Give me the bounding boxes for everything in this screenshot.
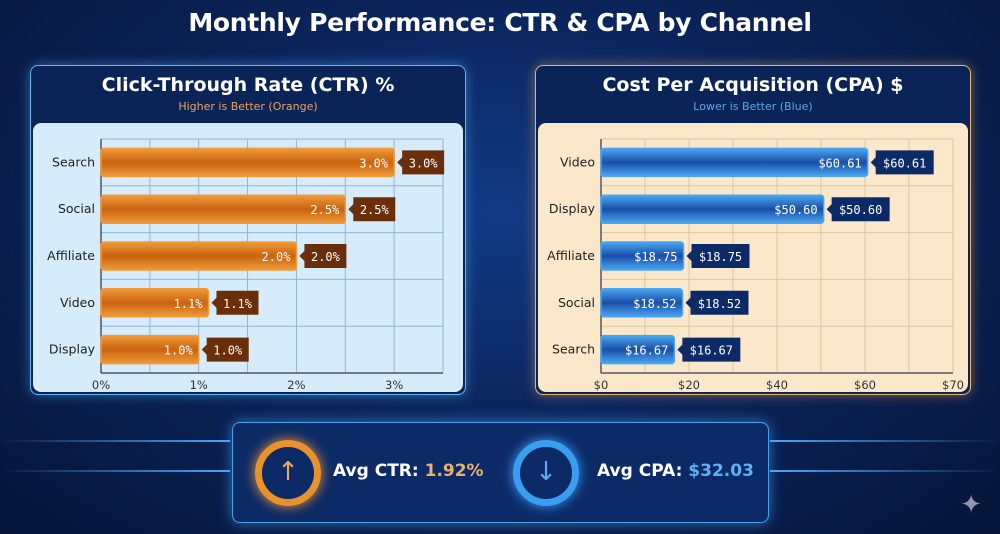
cpa-plot-area: Video $60.61 $60.61 Display $50.60 $50.60 Affi… — [538, 123, 968, 392]
cpa-panel: Cost Per Acquisition (CPA) $ Lower is Be… — [535, 65, 971, 395]
ctr-ring: ↑ — [255, 440, 321, 506]
bar-inner-label: $16.67 — [625, 344, 668, 358]
data-label: 2.0% — [311, 250, 341, 264]
page-title: Monthly Performance: CTR & CPA by Channe… — [188, 8, 812, 37]
ctr-plot-area: Search 3.0% 3.0% Social 2.5% 2.5% Affiliate 2.0… — [33, 123, 463, 392]
cpa-chart: Video $60.61 $60.61 Display $50.60 $50.60 Affi… — [547, 138, 964, 392]
circuit-line — [0, 440, 230, 442]
data-label-callout — [686, 244, 750, 268]
bar — [600, 147, 869, 178]
x-tick-label: $70 — [942, 378, 964, 392]
ctr-chart: Search 3.0% 3.0% Social 2.5% 2.5% Affiliate 2.0… — [47, 138, 445, 392]
x-tick-label: 3% — [385, 378, 403, 392]
x-tick-label: 2% — [287, 378, 305, 392]
cpa-chart-subtitle: Lower is Better (Blue) — [693, 100, 813, 113]
cpa-ring: ↓ — [513, 440, 579, 506]
data-label: 2.5% — [360, 203, 390, 217]
cpa-chart-title: Cost Per Acquisition (CPA) $ — [602, 74, 904, 96]
bar — [100, 241, 298, 271]
bar — [100, 288, 210, 318]
bar-inner-label: $60.61 — [818, 156, 861, 170]
data-label: $18.52 — [698, 297, 741, 311]
sparkle-icon: ✦ — [960, 490, 982, 520]
bar-inner-label: $18.52 — [633, 297, 676, 311]
category-label: Search — [52, 154, 95, 169]
bar — [600, 241, 685, 271]
category-label: Search — [552, 342, 595, 357]
category-label: Video — [560, 154, 595, 169]
arrow-up-icon: ↑ — [277, 457, 299, 487]
avg-cpa-value: $32.03 — [688, 461, 754, 481]
x-tick-label: $40 — [766, 378, 788, 392]
data-label-callout — [677, 337, 741, 362]
ctr-panel: Click-Through Rate (CTR) % Higher is Bet… — [30, 65, 466, 395]
summary-box: ↑ Avg CTR: 1.92% ↓ Avg CPA: $32.03 — [232, 422, 769, 523]
circuit-line — [770, 470, 1000, 472]
avg-ctr: Avg CTR: 1.92% — [333, 461, 484, 481]
data-label: $50.60 — [839, 203, 882, 217]
data-label-callout — [397, 150, 445, 175]
bar-inner-label: $50.60 — [774, 203, 817, 217]
data-label: 1.1% — [223, 297, 253, 311]
data-label-callout — [201, 337, 249, 362]
category-label: Social — [58, 201, 95, 216]
data-label: 1.0% — [213, 344, 243, 358]
bar-inner-label: 1.1% — [174, 297, 204, 311]
data-label: $18.75 — [699, 250, 742, 264]
x-tick-label: 1% — [190, 378, 208, 392]
circuit-line — [0, 470, 230, 472]
avg-cpa-label: Avg CPA: — [597, 461, 683, 481]
bar — [600, 194, 825, 224]
ctr-chart-title: Click-Through Rate (CTR) % — [101, 74, 395, 96]
circuit-line — [770, 440, 1000, 442]
category-label: Social — [558, 295, 595, 310]
category-label: Video — [60, 295, 95, 310]
bar-inner-label: $18.75 — [634, 250, 677, 264]
bar — [600, 288, 684, 318]
bar — [100, 194, 347, 224]
data-label: $16.67 — [690, 344, 733, 358]
x-tick-label: 0% — [92, 378, 110, 392]
bar-inner-label: 1.0% — [164, 344, 194, 358]
bar — [600, 334, 676, 365]
data-label: $60.61 — [883, 156, 926, 170]
avg-ctr-value: 1.92% — [424, 461, 484, 481]
category-label: Affiliate — [547, 248, 595, 263]
category-label: Display — [49, 342, 96, 357]
x-tick-label: $20 — [678, 378, 700, 392]
data-label-callout — [685, 290, 749, 315]
avg-cpa: Avg CPA: $32.03 — [597, 461, 754, 481]
bar-inner-label: 2.5% — [310, 203, 340, 217]
bar — [100, 334, 200, 365]
data-label-callout — [348, 197, 396, 222]
x-tick-label: $0 — [594, 378, 609, 392]
ctr-chart-subtitle: Higher is Better (Orange) — [178, 100, 318, 113]
data-label-callout — [211, 290, 259, 315]
data-label-callout — [299, 244, 347, 268]
arrow-down-icon: ↓ — [535, 457, 557, 487]
bar-inner-label: 2.0% — [262, 250, 292, 264]
data-label-callout — [870, 150, 934, 175]
category-label: Display — [549, 201, 596, 216]
x-tick-label: $60 — [854, 378, 876, 392]
avg-ctr-label: Avg CTR: — [333, 461, 419, 481]
category-label: Affiliate — [47, 248, 95, 263]
bar — [100, 147, 395, 178]
data-label-callout — [826, 197, 890, 222]
data-label: 3.0% — [409, 156, 439, 170]
bar-inner-label: 3.0% — [359, 156, 389, 170]
